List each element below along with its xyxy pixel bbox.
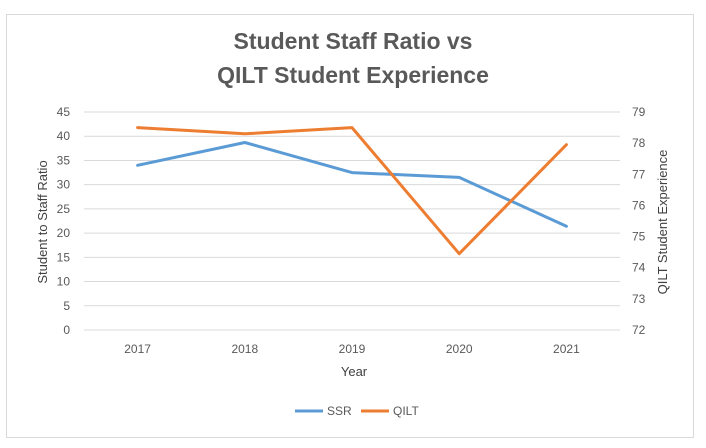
right-tick-label: 75	[632, 230, 646, 244]
left-tick-label: 5	[63, 299, 70, 313]
series-lines	[136, 126, 568, 256]
left-tick-label: 10	[57, 275, 71, 289]
x-axis-title: Year	[341, 364, 368, 379]
right-axis-title: QILT Student Experience	[655, 150, 670, 295]
right-tick-label: 72	[632, 323, 646, 337]
left-tick-label: 25	[57, 202, 71, 216]
chart-frame	[6, 14, 694, 438]
right-axis-ticks: 72 73 74 75 76 77 78 79	[632, 105, 646, 337]
legend-label-ssr: SSR	[327, 404, 352, 418]
x-tick-label: 2021	[553, 342, 580, 356]
right-tick-label: 77	[632, 167, 646, 181]
x-tick-label: 2017	[124, 342, 151, 356]
left-tick-label: 15	[57, 250, 71, 264]
left-tick-label: 30	[57, 178, 71, 192]
right-tick-label: 79	[632, 105, 646, 119]
x-tick-label: 2018	[231, 342, 258, 356]
chart-title-line1: Student Staff Ratio vs	[233, 28, 473, 54]
x-tick-label: 2020	[446, 342, 473, 356]
left-tick-label: 0	[63, 323, 70, 337]
gridlines	[84, 111, 620, 331]
left-tick-label: 45	[57, 105, 71, 119]
legend: SSR QILT	[295, 404, 419, 418]
legend-label-qilt: QILT	[393, 404, 419, 418]
right-tick-label: 76	[632, 198, 646, 212]
left-axis-title: Student to Staff Ratio	[35, 160, 50, 283]
left-tick-label: 20	[57, 226, 71, 240]
chart-title-line2: QILT Student Experience	[217, 62, 489, 88]
right-tick-label: 73	[632, 292, 646, 306]
right-tick-label: 78	[632, 136, 646, 150]
x-axis-ticks: 2017 2018 2019 2020 2021	[124, 342, 580, 356]
left-axis-ticks: 0 5 10 15 20 25 30 35 40 45	[57, 105, 71, 337]
x-tick-label: 2019	[339, 342, 366, 356]
series-line-qilt	[136, 126, 568, 256]
left-tick-label: 35	[57, 153, 71, 167]
right-tick-label: 74	[632, 261, 646, 275]
left-tick-label: 40	[57, 129, 71, 143]
